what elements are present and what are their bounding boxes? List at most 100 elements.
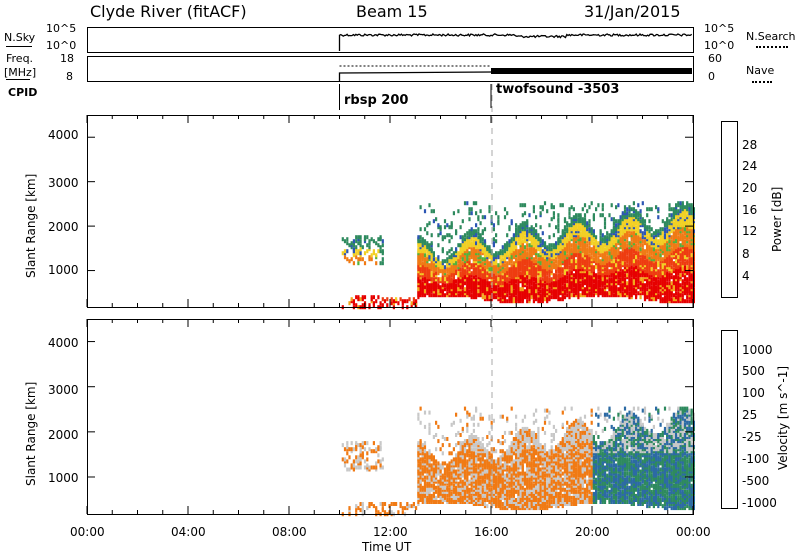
- power-cell: [601, 253, 604, 258]
- vel-cell: [466, 489, 469, 494]
- power-cell: [386, 303, 389, 308]
- power-cell: [572, 237, 575, 242]
- power-cell: [466, 235, 469, 240]
- power-cell: [623, 241, 627, 246]
- power-cell: [617, 287, 620, 292]
- power-cell: [430, 253, 433, 258]
- vel-cell: [461, 479, 464, 484]
- power-cell: [410, 301, 413, 306]
- vel-cell: [470, 495, 473, 500]
- power-cell: [506, 261, 509, 266]
- vel-cell: [450, 422, 453, 427]
- vel-cell: [355, 504, 358, 509]
- power-cell: [632, 259, 635, 264]
- vel-cell: [379, 502, 382, 506]
- power-cell: [483, 253, 487, 258]
- power-cell: [635, 229, 638, 234]
- power-cell: [639, 213, 642, 218]
- vel-cell: [479, 451, 482, 456]
- power-cell: [539, 205, 542, 210]
- power-cell: [430, 233, 433, 238]
- power-cell: [686, 201, 689, 206]
- power-cell: [352, 299, 355, 304]
- power-cell: [639, 277, 642, 282]
- vel-cell: [421, 467, 424, 472]
- vel-cell: [377, 445, 380, 450]
- power-cell: [566, 221, 569, 226]
- power-cell: [681, 273, 684, 278]
- vel-cell: [341, 443, 344, 448]
- power-cell: [641, 253, 644, 258]
- power-cell: [601, 203, 604, 208]
- power-cell: [563, 283, 567, 288]
- power-cell: [657, 279, 660, 284]
- power-cell: [626, 225, 629, 230]
- vel-cell: [361, 441, 364, 446]
- vel-cell: [468, 445, 471, 450]
- power-cell: [441, 275, 444, 280]
- power-cell: [521, 239, 524, 244]
- vel-cell: [370, 465, 373, 470]
- power-cell: [426, 223, 429, 228]
- power-cell: [623, 273, 627, 278]
- power-cell: [443, 265, 447, 270]
- vel-cell: [483, 479, 487, 484]
- power-cell: [652, 247, 655, 252]
- vel-cell: [350, 447, 353, 452]
- power-cell: [657, 229, 660, 234]
- power-cell: [450, 277, 453, 282]
- power-cell: [568, 211, 571, 216]
- power-cell: [679, 261, 682, 266]
- power-cell: [528, 253, 531, 258]
- power-cell: [628, 233, 631, 238]
- power-cell: [526, 243, 529, 248]
- power-cell: [366, 249, 369, 254]
- power-cell: [579, 231, 582, 236]
- power-cell: [603, 225, 607, 230]
- power-cell: [641, 217, 644, 222]
- power-cell: [479, 251, 482, 256]
- power-cell: [612, 225, 615, 230]
- power-cell: [550, 247, 553, 252]
- power-cell: [668, 253, 671, 258]
- power-cell: [579, 237, 582, 242]
- vel-cell: [468, 498, 471, 502]
- power-cell: [528, 275, 531, 280]
- power-cell: [621, 235, 624, 240]
- power-cell: [686, 253, 689, 258]
- vel-cell: [452, 489, 455, 494]
- power-cell: [443, 293, 447, 298]
- power-cell: [566, 237, 569, 242]
- power-cell: [586, 253, 589, 258]
- power-cell: [539, 243, 542, 248]
- vel-cell: [366, 451, 369, 456]
- vel-cell: [379, 465, 382, 470]
- power-cell: [530, 285, 533, 290]
- power-cell: [475, 253, 478, 258]
- vel-cell: [452, 498, 455, 502]
- vel-cell: [435, 471, 438, 476]
- vel-cell: [441, 477, 444, 482]
- vel-cell: [450, 481, 453, 486]
- power-cell: [443, 277, 447, 282]
- vel-cell: [477, 463, 480, 468]
- power-cell: [472, 275, 475, 280]
- power-cell: [610, 253, 613, 258]
- power-cell: [626, 243, 629, 248]
- power-cell: [648, 207, 651, 212]
- vel-cell: [426, 465, 429, 470]
- power-cell: [603, 217, 607, 222]
- power-cell: [472, 267, 475, 272]
- power-cell: [517, 249, 520, 254]
- power-cell: [668, 213, 671, 218]
- power-cell: [572, 293, 575, 298]
- power-cell: [579, 225, 582, 230]
- power-cell: [392, 299, 395, 304]
- vel-cell: [483, 473, 487, 478]
- vel-cell: [481, 489, 484, 494]
- vel-cell: [428, 471, 431, 476]
- power-cell: [570, 247, 573, 252]
- power-cell: [408, 297, 411, 302]
- power-cell: [455, 229, 458, 234]
- vel-cell: [419, 475, 422, 480]
